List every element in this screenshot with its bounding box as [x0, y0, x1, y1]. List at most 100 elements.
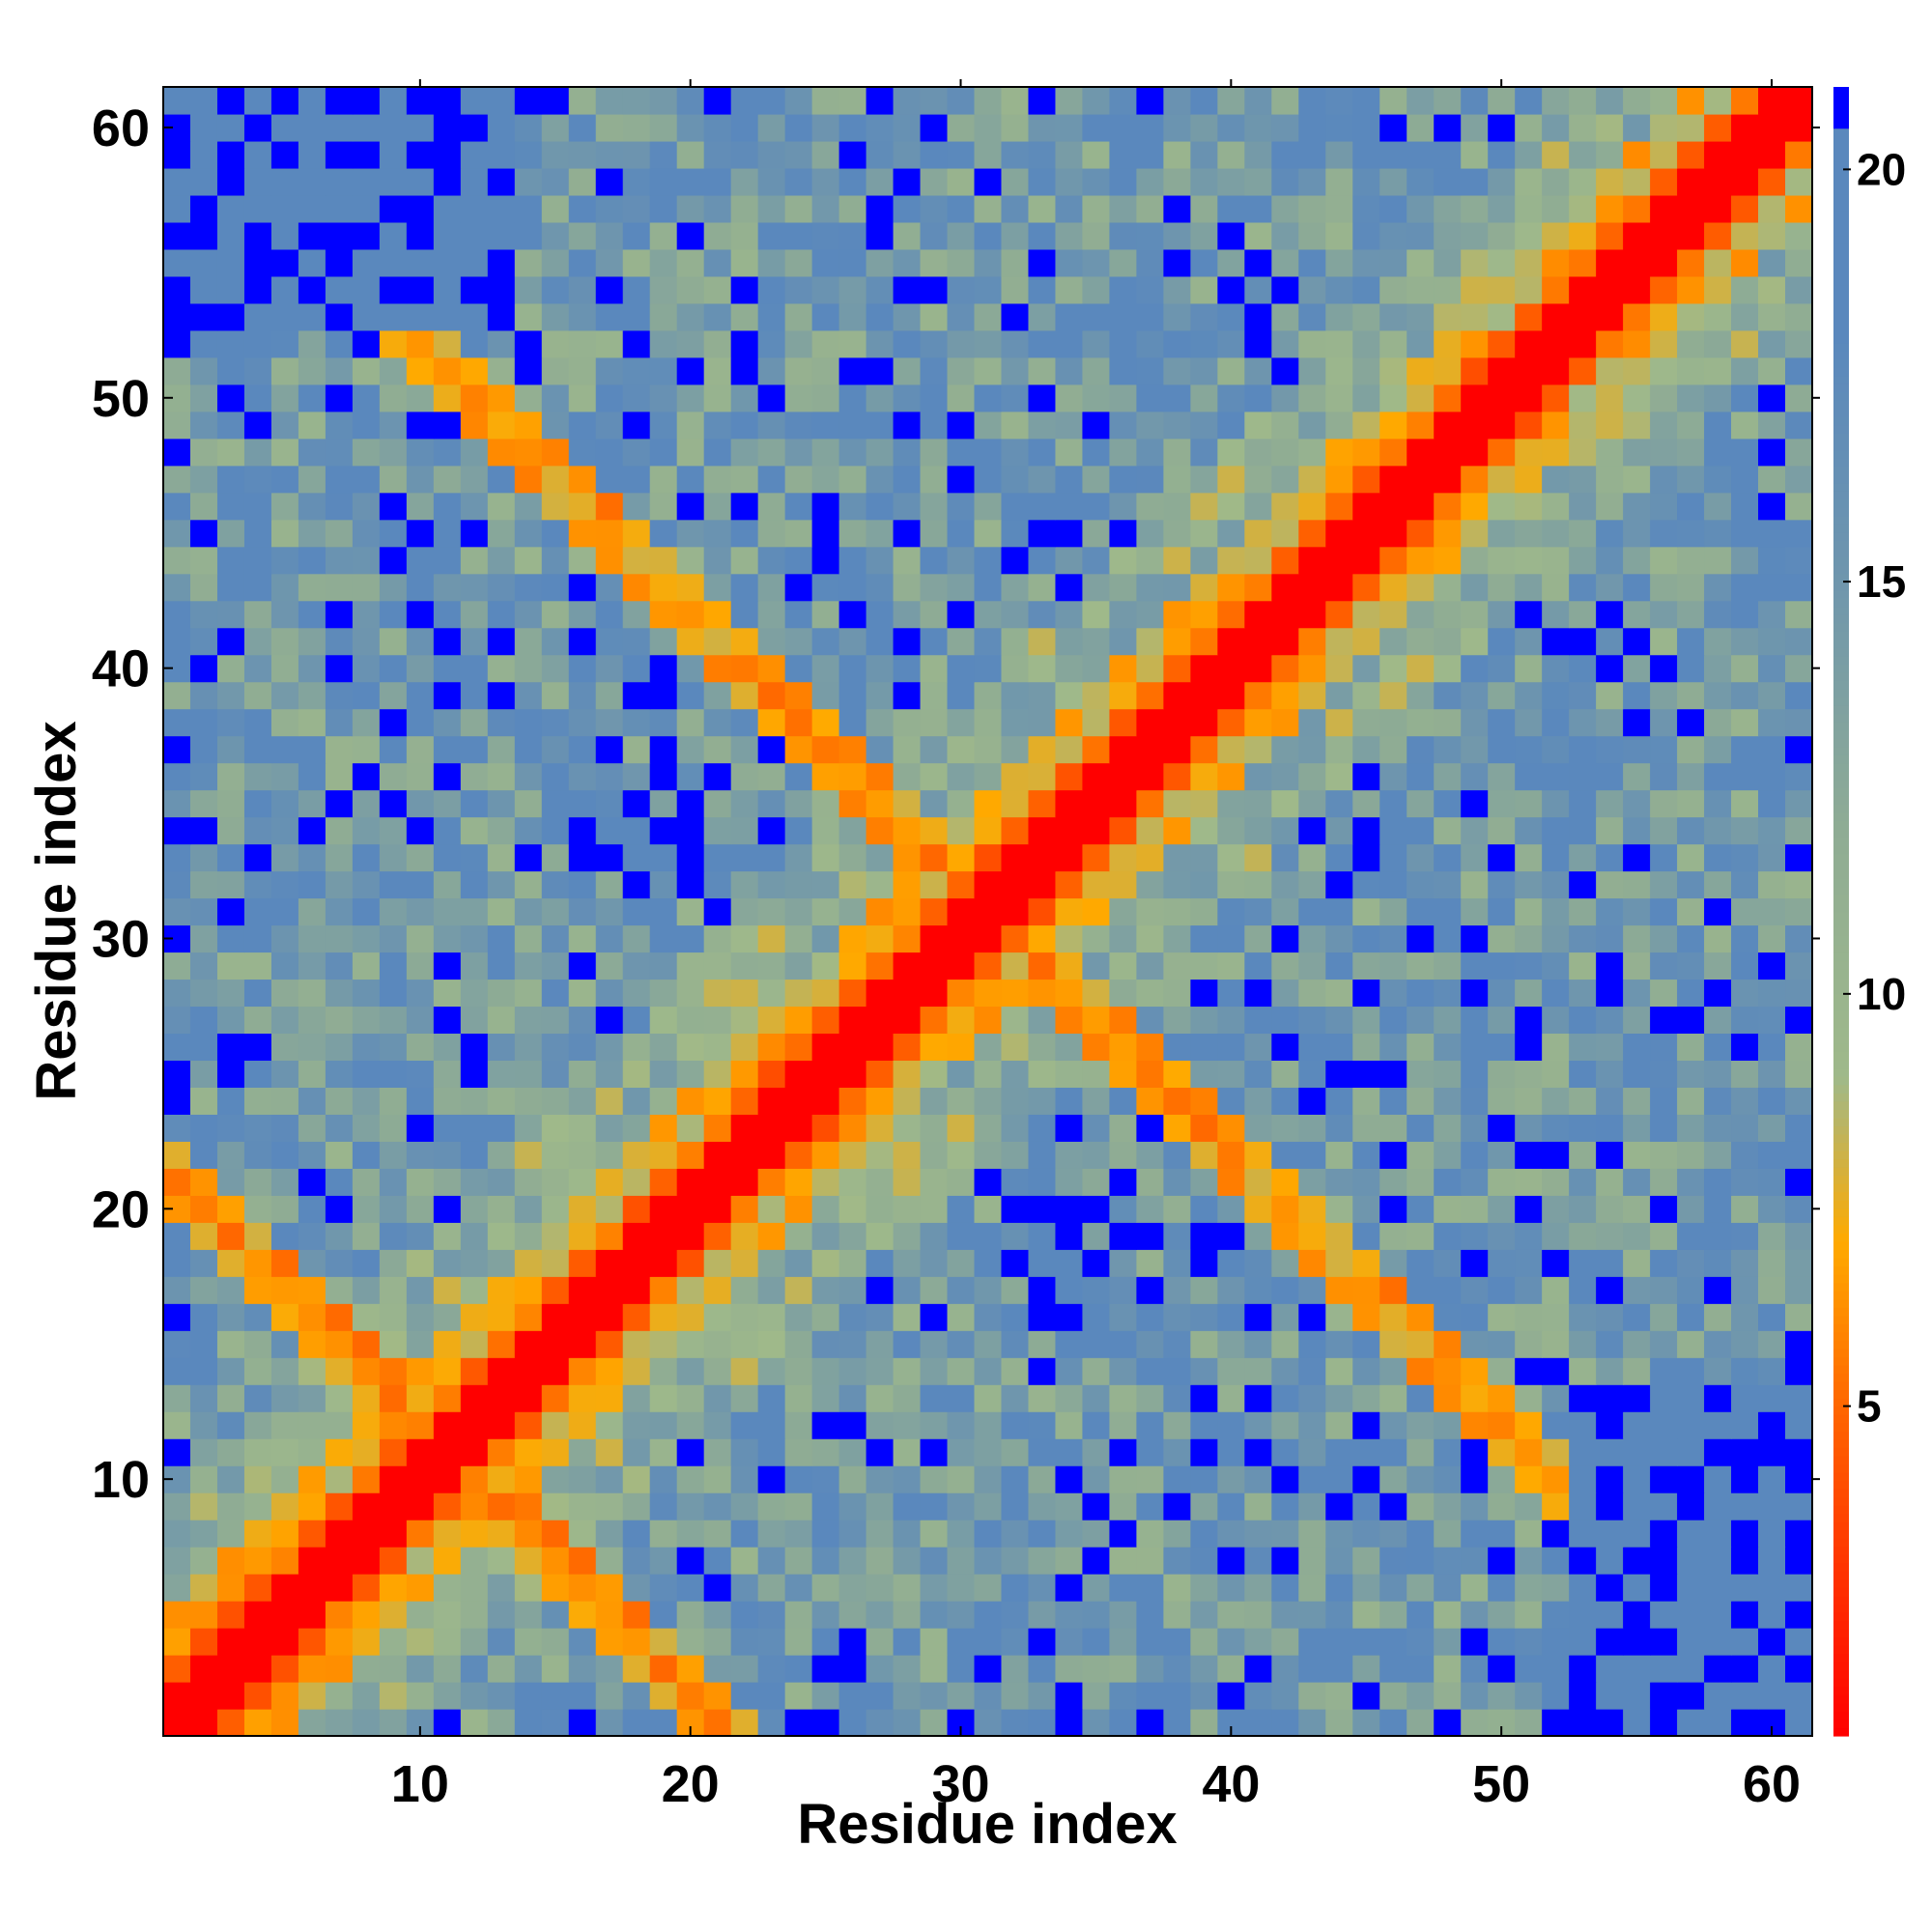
- heatmap-cell: [1271, 1114, 1299, 1142]
- colorbar-segment: [1833, 804, 1849, 813]
- heatmap-cell: [893, 1655, 922, 1683]
- heatmap-cell: [838, 924, 867, 953]
- heatmap-cell: [325, 140, 354, 169]
- heatmap-cell: [811, 1547, 840, 1575]
- heatmap-cell: [920, 1547, 949, 1575]
- heatmap-cell: [974, 1114, 1003, 1142]
- heatmap-cell: [514, 356, 543, 385]
- heatmap-cell: [541, 87, 570, 115]
- heatmap-cell: [1650, 600, 1678, 629]
- heatmap-cell: [1623, 1330, 1651, 1358]
- heatmap-cell: [1271, 1709, 1299, 1737]
- heatmap-cell: [757, 438, 786, 467]
- heatmap-cell: [1271, 1411, 1299, 1439]
- heatmap-cell: [1731, 573, 1759, 602]
- heatmap-cell: [541, 1168, 570, 1196]
- heatmap-cell: [703, 1330, 732, 1358]
- heatmap-cell: [1028, 1195, 1057, 1223]
- heatmap-cell: [406, 681, 435, 710]
- heatmap-cell: [1136, 1492, 1164, 1520]
- heatmap-cell: [1379, 1492, 1407, 1520]
- heatmap-cell: [1731, 194, 1759, 223]
- heatmap-cell: [1325, 356, 1353, 385]
- heatmap-cell: [568, 600, 597, 629]
- heatmap-cell: [1082, 1303, 1111, 1331]
- heatmap-cell: [838, 735, 867, 764]
- heatmap-cell: [1569, 1168, 1597, 1196]
- heatmap-cell: [703, 789, 732, 818]
- heatmap-cell: [433, 329, 462, 358]
- heatmap-cell: [1082, 87, 1111, 115]
- heatmap-cell: [1704, 1628, 1732, 1656]
- heatmap-cell: [1082, 1114, 1111, 1142]
- heatmap-cell: [1352, 1276, 1380, 1304]
- heatmap-cell: [1677, 194, 1705, 223]
- heatmap-cell: [757, 1655, 786, 1683]
- colorbar-segment: [1833, 1356, 1849, 1366]
- heatmap-cell: [270, 1492, 299, 1520]
- heatmap-cell: [595, 897, 624, 926]
- heatmap-cell: [703, 1547, 732, 1575]
- heatmap-cell: [433, 1087, 462, 1115]
- heatmap-cell: [1542, 1033, 1570, 1062]
- heatmap-cell: [460, 843, 489, 872]
- heatmap-cell: [189, 1114, 218, 1142]
- heatmap-cell: [1623, 167, 1651, 196]
- heatmap-cell: [1244, 681, 1272, 710]
- colorbar-segment: [1833, 111, 1849, 121]
- heatmap-cell: [1704, 627, 1732, 656]
- heatmap-cell: [352, 248, 381, 277]
- heatmap-cell: [1758, 600, 1786, 629]
- heatmap-cell: [974, 248, 1003, 277]
- heatmap-cell: [1434, 1168, 1462, 1196]
- heatmap-cell: [1623, 1682, 1651, 1710]
- heatmap-cell: [216, 519, 245, 548]
- heatmap-cell: [1785, 1411, 1813, 1439]
- heatmap-cell: [352, 708, 381, 737]
- heatmap-cell: [811, 1411, 840, 1439]
- heatmap-cell: [595, 1195, 624, 1223]
- heatmap-cell: [1406, 140, 1435, 169]
- heatmap-cell: [947, 654, 976, 683]
- heatmap-cell: [649, 1655, 678, 1683]
- heatmap-cell: [433, 1601, 462, 1629]
- heatmap-cell: [622, 600, 651, 629]
- heatmap-cell: [1758, 789, 1786, 818]
- heatmap-cell: [1109, 167, 1138, 196]
- heatmap-cell: [1136, 1006, 1164, 1035]
- heatmap-cell: [595, 1520, 624, 1548]
- heatmap-cell: [1163, 113, 1191, 142]
- heatmap-cell: [811, 1168, 840, 1196]
- heatmap-cell: [784, 1384, 813, 1412]
- heatmap-cell: [811, 924, 840, 953]
- heatmap-cell: [1406, 843, 1435, 872]
- heatmap-cell: [568, 194, 597, 223]
- heatmap-cell: [1136, 1060, 1164, 1088]
- heatmap-cell: [757, 1601, 786, 1629]
- heatmap-cell: [1136, 1411, 1164, 1439]
- heatmap-cell: [1109, 1330, 1138, 1358]
- heatmap-cell: [1406, 465, 1435, 494]
- heatmap-cell: [1434, 573, 1462, 602]
- heatmap-cell: [893, 979, 922, 1008]
- heatmap-cell: [298, 897, 327, 926]
- heatmap-cell: [1542, 1709, 1570, 1737]
- heatmap-cell: [406, 384, 435, 412]
- heatmap-cell: [1325, 384, 1353, 412]
- colorbar-segment: [1833, 1455, 1849, 1464]
- heatmap-cell: [216, 789, 245, 818]
- heatmap-cell: [1136, 465, 1164, 494]
- heatmap-cell: [1596, 1520, 1624, 1548]
- heatmap-cell: [1596, 1276, 1624, 1304]
- heatmap-cell: [1217, 194, 1245, 223]
- heatmap-cell: [1596, 1682, 1624, 1710]
- heatmap-cell: [1650, 1195, 1678, 1223]
- heatmap-cell: [487, 1655, 516, 1683]
- colorbar-segment: [1833, 1711, 1849, 1720]
- heatmap-cell: [866, 600, 895, 629]
- colorbar-segment: [1833, 375, 1849, 384]
- heatmap-cell: [1704, 735, 1732, 764]
- heatmap-cell: [1217, 1682, 1245, 1710]
- heatmap-cell: [730, 1141, 759, 1169]
- heatmap-cell: [1569, 519, 1597, 548]
